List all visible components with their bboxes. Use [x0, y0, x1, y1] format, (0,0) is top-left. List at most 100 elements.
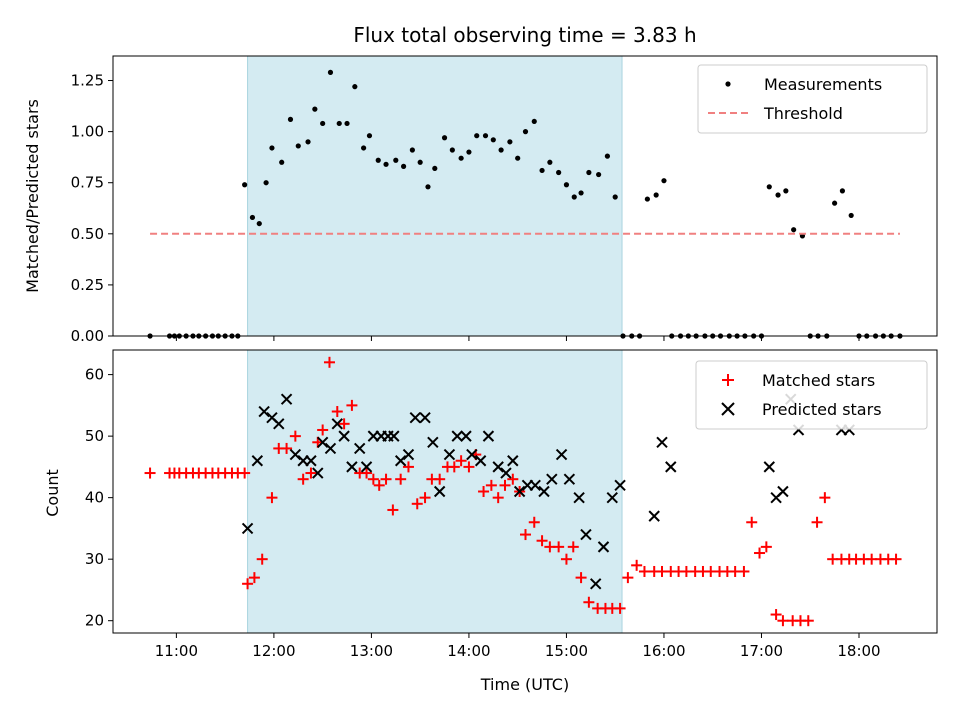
predicted-stars-point-b — [251, 455, 264, 467]
measurements-point — [295, 143, 301, 149]
predicted-stars-point — [492, 461, 504, 473]
predicted-stars-point — [360, 461, 373, 473]
predicted-stars-point — [451, 430, 463, 442]
measurements-point — [490, 137, 496, 143]
predicted-stars-point-b — [492, 461, 504, 473]
y-tick-label: 20 — [85, 612, 104, 630]
measurements-point — [547, 159, 553, 165]
matched-stars-point — [346, 399, 358, 411]
bottom-legend: Matched stars Predicted stars — [695, 360, 928, 430]
matched-stars-point — [777, 615, 789, 627]
predicted-stars-point — [331, 418, 343, 430]
predicted-stars-point — [316, 436, 329, 448]
top-legend: Measurements Threshold — [697, 64, 928, 134]
predicted-stars-point — [346, 461, 358, 473]
predicted-stars-point — [419, 411, 431, 424]
predicted-stars-point — [665, 461, 677, 473]
predicted-stars-point — [580, 528, 592, 541]
predicted-stars-point — [513, 485, 526, 498]
matched-stars-point — [144, 467, 156, 479]
measurements-point — [644, 196, 650, 202]
matched-stars-point — [297, 473, 309, 485]
matched-stars-point — [367, 473, 379, 485]
predicted-stars-point-b — [324, 442, 337, 455]
predicted-stars-point — [529, 479, 541, 492]
matched-stars-point — [248, 572, 260, 584]
measurements-point — [287, 116, 294, 122]
measurements-point — [653, 192, 659, 198]
predicted-stars-point — [460, 430, 472, 442]
predicted-stars-point — [614, 479, 626, 492]
measurements-point — [417, 159, 423, 165]
predicted-stars-point — [338, 430, 350, 442]
legend-predicted-marker — [721, 402, 735, 416]
matched-stars-point — [528, 516, 540, 528]
measurements-point — [474, 133, 480, 139]
predicted-stars-point — [466, 448, 478, 461]
matched-stars-point — [239, 467, 251, 479]
matched-stars-point — [499, 479, 511, 491]
matched-stars-point — [387, 504, 399, 516]
predicted-stars-point-b — [546, 473, 558, 485]
predicted-stars-point-b — [763, 461, 775, 473]
predicted-stars-point — [388, 430, 400, 442]
predicted-stars-point-b — [614, 479, 626, 492]
measurements-point — [515, 155, 521, 161]
x-tick-label: 16:00 — [642, 642, 685, 660]
measurements-point — [531, 118, 537, 125]
matched-stars-point — [305, 467, 317, 479]
predicted-stars-point-b — [580, 528, 592, 541]
x-tick-label: 14:00 — [447, 642, 490, 660]
predicted-stars-point-b — [597, 541, 610, 553]
x-tick-label: 18:00 — [837, 642, 880, 660]
matched-stars-point — [373, 479, 385, 491]
measurements-point — [612, 194, 618, 200]
predicted-stars-point — [597, 541, 610, 553]
predicted-stars-point-b — [338, 430, 350, 442]
predicted-stars-point — [474, 455, 487, 467]
matched-stars-point — [411, 498, 423, 510]
predicted-stars-point — [589, 578, 602, 590]
measurements-point — [305, 139, 311, 145]
predicted-stars-point-b — [280, 393, 293, 405]
y-tick-label: 0.50 — [71, 225, 104, 243]
measurements-point — [466, 149, 472, 155]
measurements-point — [344, 120, 350, 127]
measurements-point — [242, 182, 248, 188]
bottom-y-axis-label: Count — [43, 469, 62, 517]
predicted-stars-point-b — [451, 430, 463, 442]
matched-stars-point — [289, 430, 301, 442]
predicted-stars-point-b — [460, 430, 472, 442]
y-tick-label: 0.25 — [71, 276, 104, 294]
measurements-point — [458, 155, 464, 161]
observing-window-shade — [247, 55, 623, 337]
matched-stars-point — [338, 418, 350, 430]
y-tick-label: 0.75 — [71, 174, 104, 192]
measurements-point — [596, 171, 602, 178]
predicted-stars-point-b — [648, 510, 660, 522]
measurements-point — [563, 182, 570, 188]
matched-stars-point — [583, 596, 595, 608]
y-tick-label: 0.00 — [71, 327, 104, 345]
measurements-point — [249, 214, 256, 221]
predicted-stars-point-b — [500, 467, 512, 479]
measurements-point — [449, 147, 455, 153]
measurements-point — [556, 169, 562, 176]
predicted-stars-point-b — [388, 430, 400, 442]
predicted-stars-point — [656, 436, 668, 448]
predicted-stars-point — [305, 455, 317, 467]
top-panel: 0.00 0.25 0.50 0.75 1.00 1.25 Flux total obse… — [23, 23, 938, 345]
predicted-stars-point — [555, 448, 568, 461]
predicted-stars-point — [354, 442, 366, 455]
measurements-point — [522, 129, 529, 135]
predicted-stars-point — [251, 455, 264, 467]
legend-measurements-label: Measurements — [764, 75, 882, 94]
measurements-point — [783, 188, 789, 194]
observing-window-shade — [247, 349, 623, 634]
matched-stars-point — [380, 473, 392, 485]
measurements-point — [361, 145, 367, 151]
bottom-panel: 20 30 40 50 60 11:00 12:00 13:00 14:00 15:00 16:00… — [43, 349, 938, 694]
matched-stars-point — [242, 578, 254, 590]
measurements-point — [400, 163, 407, 169]
matched-stars-point — [507, 473, 519, 485]
